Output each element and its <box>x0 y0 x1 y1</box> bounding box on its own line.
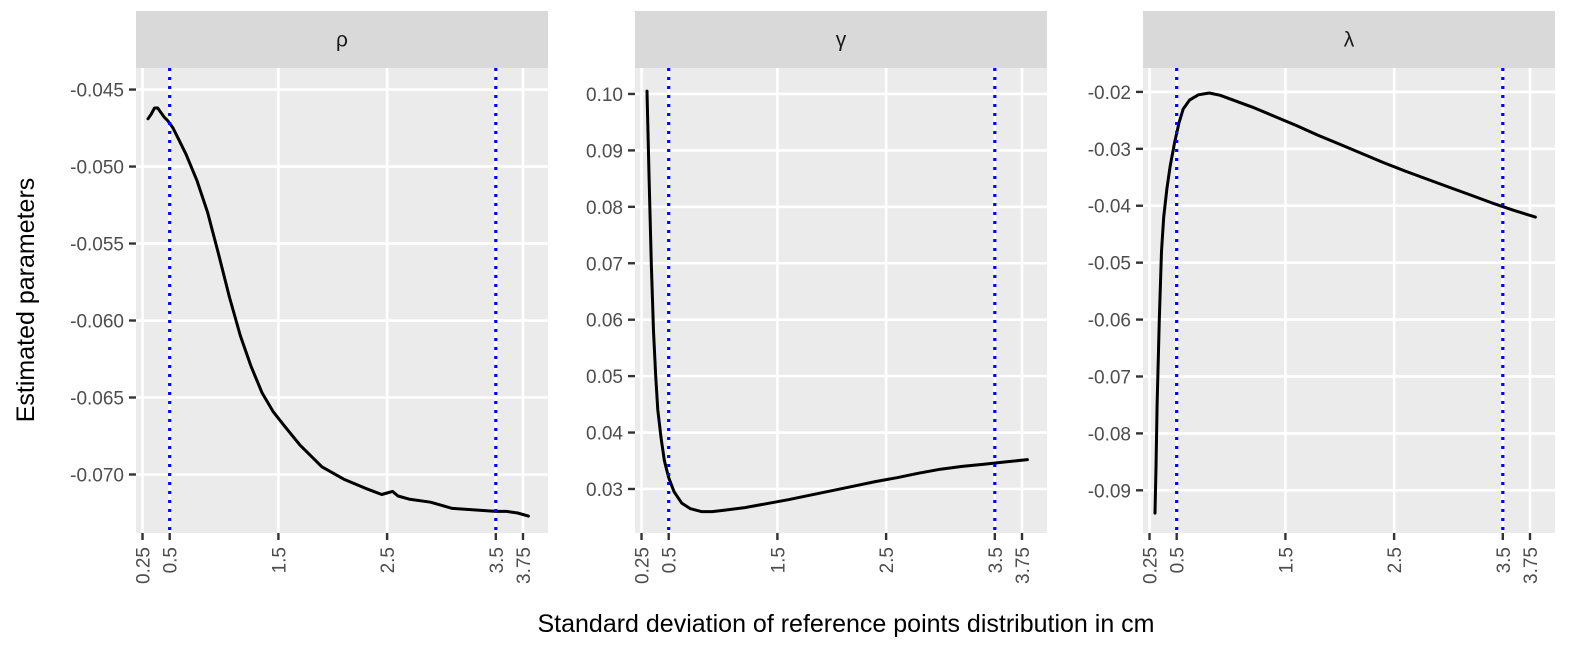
y-tick-label: -0.050 <box>70 158 124 179</box>
panel-strip-label: γ <box>836 29 847 52</box>
y-tick-label: -0.05 <box>1088 254 1131 275</box>
x-tick-label: 1.5 <box>768 547 789 573</box>
x-tick-label: 0.25 <box>134 547 155 584</box>
y-tick-label: -0.07 <box>1088 367 1131 388</box>
y-tick-label: -0.08 <box>1088 424 1131 445</box>
y-tick-label: -0.060 <box>70 312 124 333</box>
y-tick-label: 0.09 <box>586 141 623 162</box>
panel-3: λ -0.02 -0.03 -0.04 -0.05 -0.06 -0.07 -0.08 -0.0… <box>1088 11 1555 584</box>
y-tick-label: 0.07 <box>586 254 623 275</box>
y-tick-label: -0.03 <box>1088 140 1131 161</box>
y-tick-label: 0.03 <box>586 480 623 501</box>
x-tick-label: 0.25 <box>633 547 654 584</box>
panel-strip <box>635 11 1047 68</box>
x-tick-label: 0.5 <box>660 547 681 573</box>
series-line <box>645 89 1029 514</box>
panel-2: γ 0.10 0.09 0.08 0.07 0.06 0.05 0.04 0.03 0.25 0.5… <box>586 11 1047 584</box>
y-tick-label: 0.05 <box>586 367 623 388</box>
y-tick-label: -0.09 <box>1088 481 1131 502</box>
x-tick-label: 3.75 <box>1521 547 1542 584</box>
y-tick-label: -0.04 <box>1088 197 1132 218</box>
x-tick-label: 2.5 <box>1385 547 1406 573</box>
panel-1: ρ -0.045 -0.050 -0.055 -0.060 -0.065 -0.070 0.2… <box>70 11 548 584</box>
y-tick-label: -0.02 <box>1088 83 1131 104</box>
x-axis-title: Standard deviation of reference points d… <box>537 610 1154 638</box>
x-tick-label: 1.5 <box>1276 547 1297 573</box>
panel-background <box>1143 68 1555 533</box>
x-tick-label: 3.5 <box>1494 547 1515 573</box>
x-tick-label: 0.25 <box>1141 547 1162 584</box>
y-tick-label: -0.06 <box>1088 311 1131 332</box>
y-tick-label: -0.045 <box>70 81 124 102</box>
x-tick-label: 3.5 <box>487 547 508 573</box>
panel-strip-label: ρ <box>336 29 348 52</box>
y-tick-label: 0.06 <box>586 311 623 332</box>
panel-strip-label: λ <box>1344 29 1355 52</box>
y-tick-label: 0.08 <box>586 198 623 219</box>
y-tick-label: -0.070 <box>70 465 124 486</box>
panel-strip <box>1143 11 1555 68</box>
x-tick-label: 1.5 <box>269 547 290 573</box>
panel-strip <box>136 11 548 68</box>
x-tick-label: 3.75 <box>1013 547 1034 584</box>
series-line <box>146 106 530 518</box>
x-tick-label: 2.5 <box>378 547 399 573</box>
y-tick-label: -0.065 <box>70 389 124 410</box>
x-tick-label: 3.5 <box>986 547 1007 573</box>
series-line <box>1153 91 1537 515</box>
y-tick-label: 0.04 <box>586 424 623 445</box>
x-tick-label: 0.5 <box>161 547 182 573</box>
panel-background <box>136 68 548 533</box>
x-tick-label: 2.5 <box>877 547 898 573</box>
y-axis-title: Estimated parameters <box>12 178 40 423</box>
x-tick-label: 3.75 <box>514 547 535 584</box>
y-tick-label: 0.10 <box>586 85 623 106</box>
x-tick-label: 0.5 <box>1168 547 1189 573</box>
y-tick-label: -0.055 <box>70 235 124 256</box>
panel-background <box>635 68 1047 533</box>
